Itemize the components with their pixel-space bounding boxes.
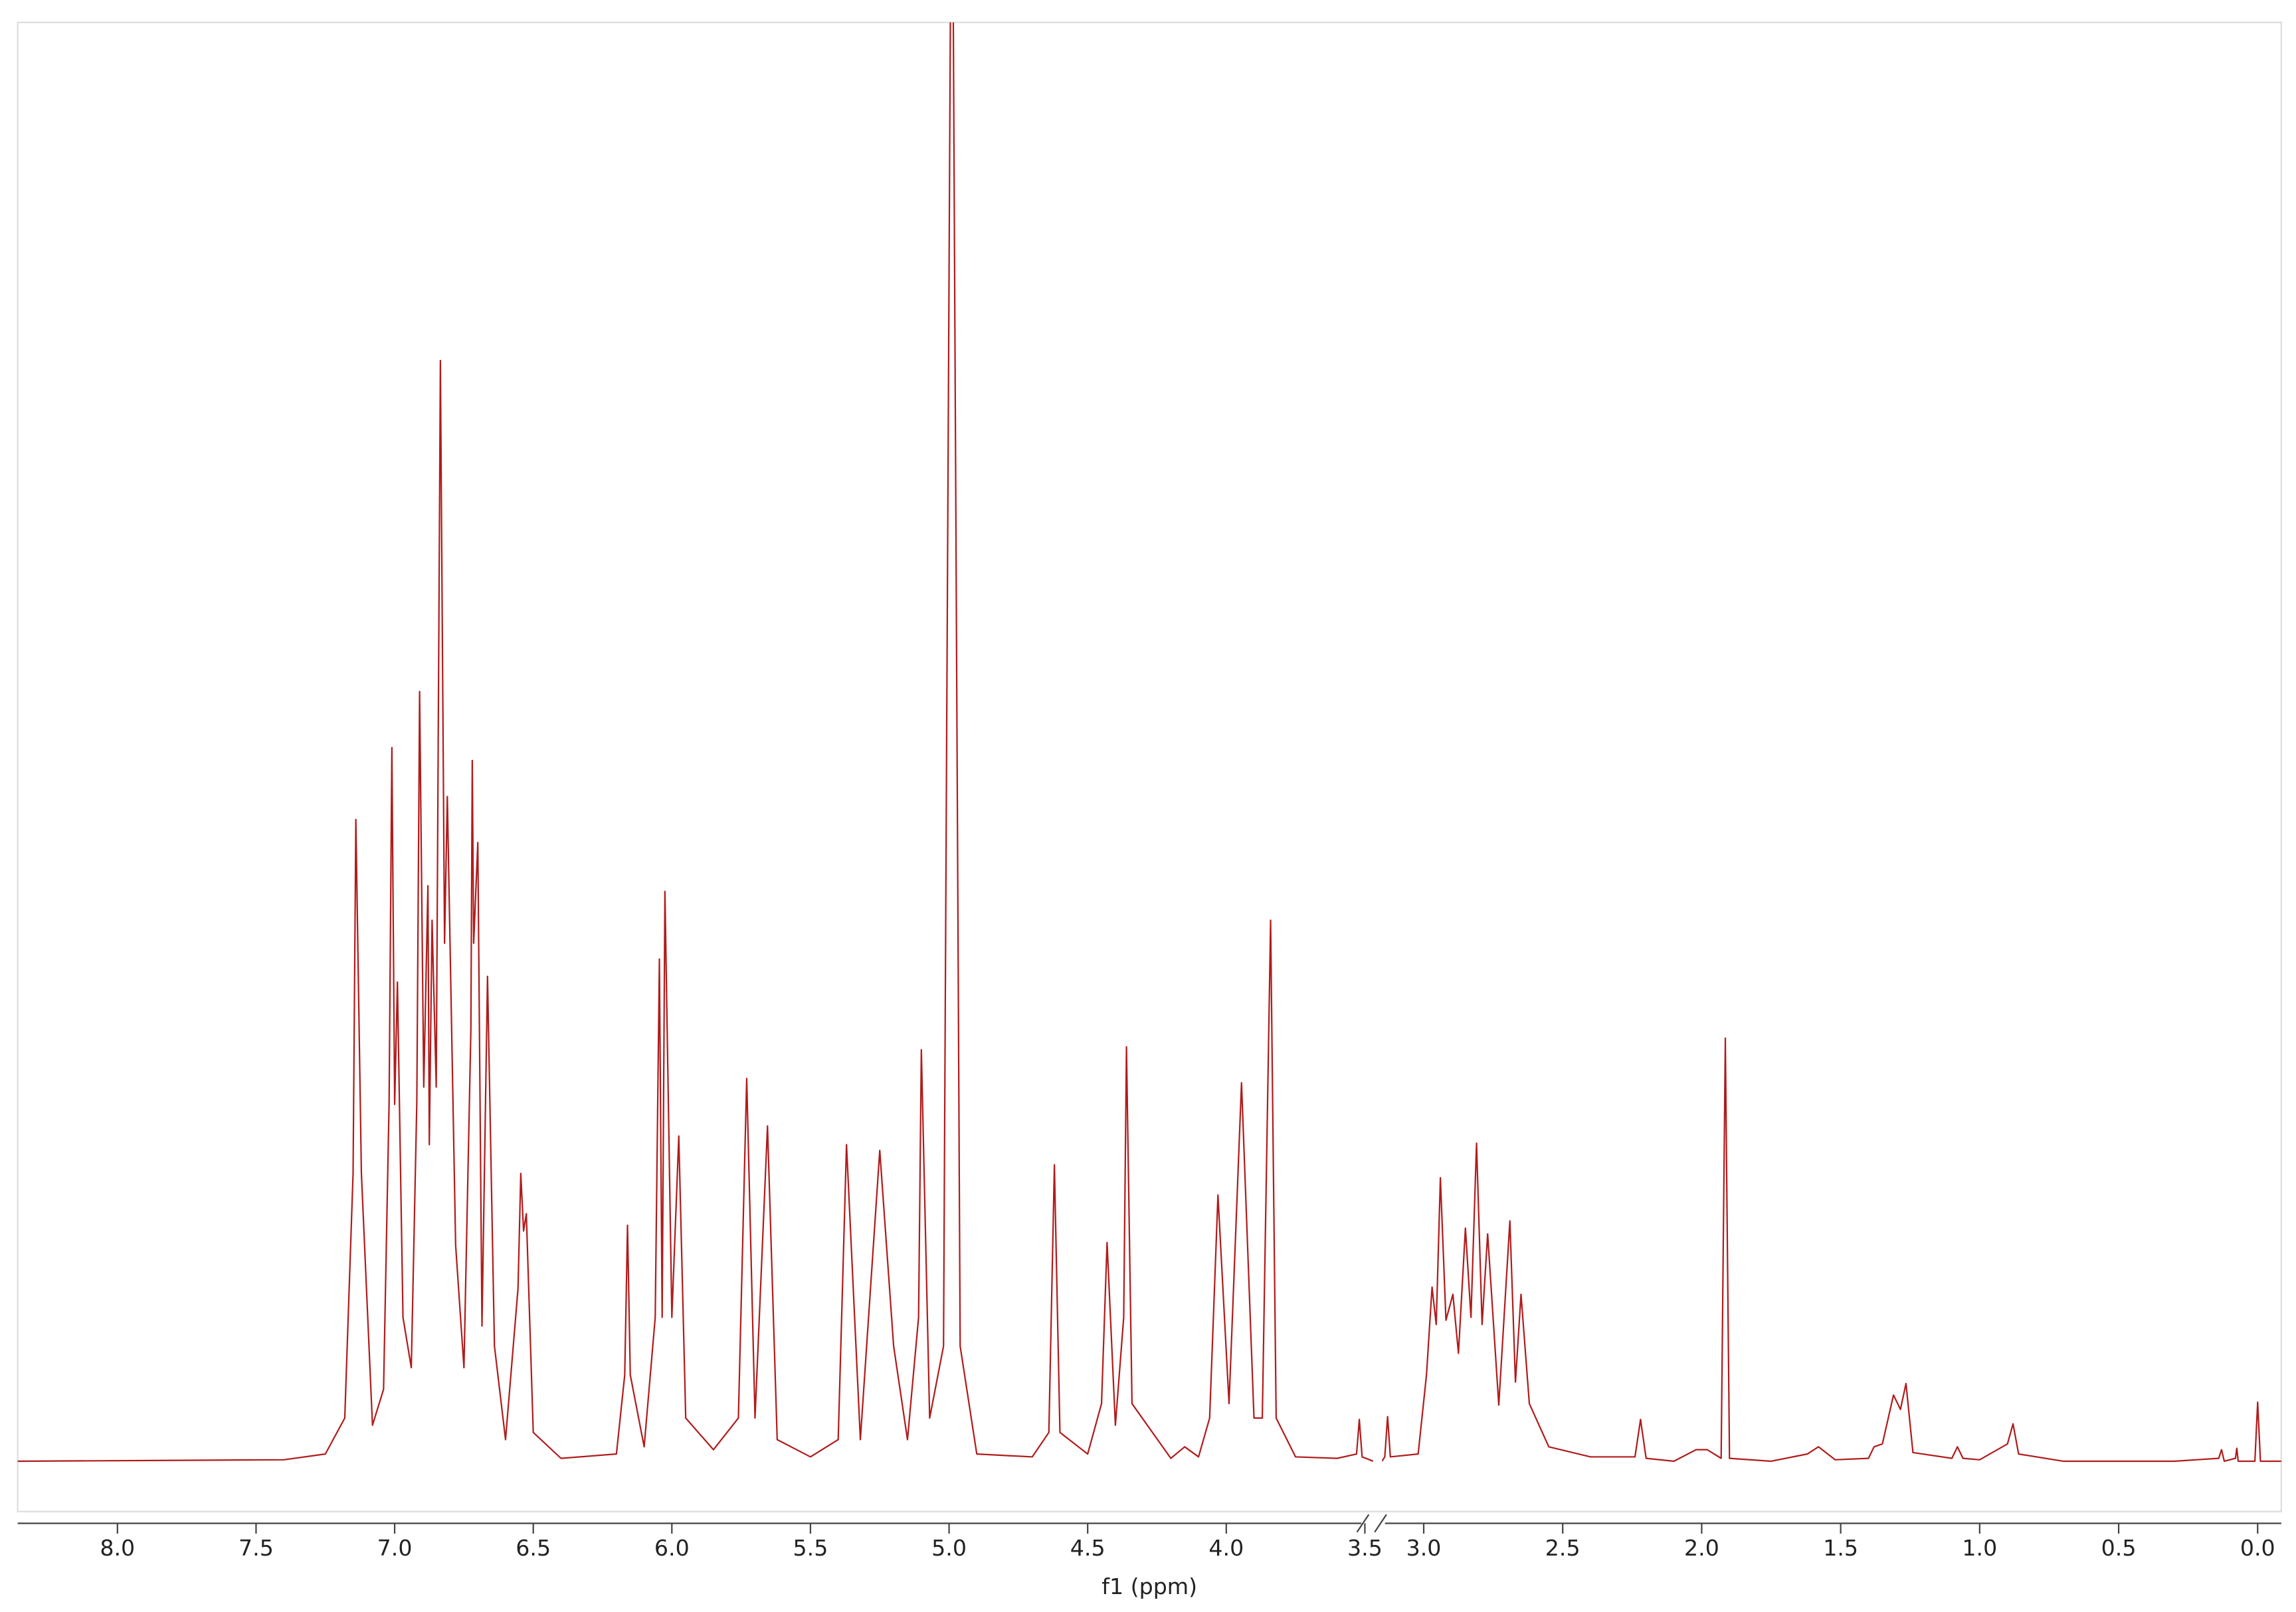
x-tick-label: 6.5 (516, 1535, 551, 1561)
x-tick-label: 1.0 (1962, 1535, 1997, 1561)
x-tick-label: 0.5 (2101, 1535, 2137, 1561)
x-tick-label: 0.0 (2240, 1535, 2275, 1561)
plot-frame (17, 21, 2282, 1512)
x-axis-title: f1 (ppm) (1101, 1573, 1197, 1599)
x-tick-label: 7.0 (377, 1535, 413, 1561)
x-tick-label: 5.0 (931, 1535, 967, 1561)
axis-break (1374, 1514, 1387, 1533)
x-tick-label: 2.5 (1545, 1535, 1580, 1561)
x-tick-label: 1.5 (1823, 1535, 1858, 1561)
x-tick-label: 8.0 (100, 1535, 135, 1561)
spectrum-line (17, 22, 1373, 1463)
x-tick-label: 4.5 (1070, 1535, 1105, 1561)
spectrum-line (1382, 1037, 2281, 1463)
x-tick-label: 3.0 (1406, 1535, 1442, 1561)
x-tick-label: 3.5 (1347, 1535, 1383, 1561)
axis-break (1356, 1514, 1370, 1533)
x-tick-label: 6.0 (654, 1535, 690, 1561)
x-tick-label: 5.5 (793, 1535, 828, 1561)
x-tick-label: 7.5 (239, 1535, 274, 1561)
x-tick-label: 4.0 (1208, 1535, 1244, 1561)
x-tick-label: 2.0 (1684, 1535, 1719, 1561)
